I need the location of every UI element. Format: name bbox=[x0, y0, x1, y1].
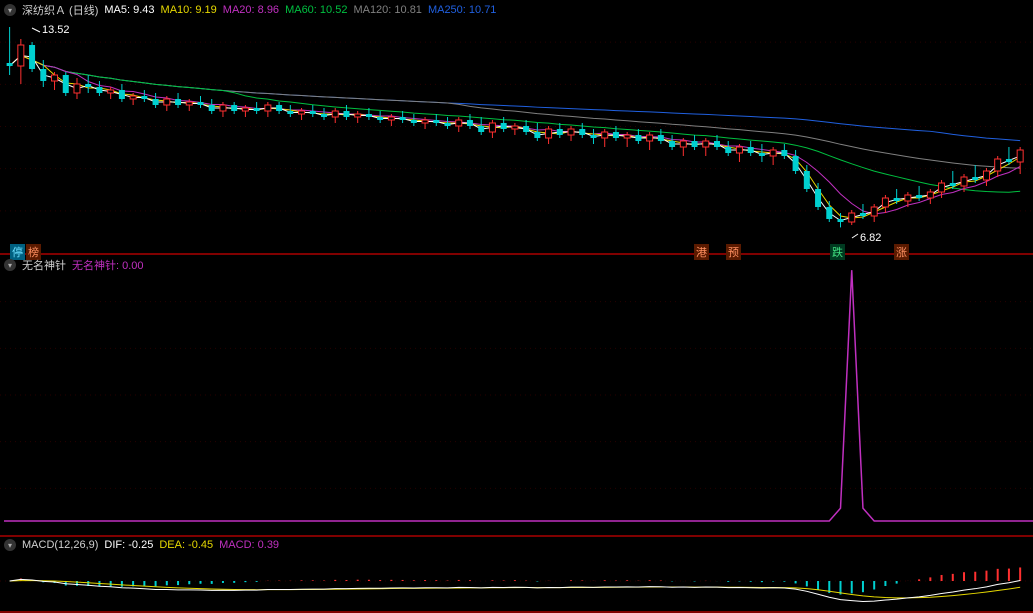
candlestick-chart[interactable] bbox=[0, 0, 1033, 255]
ma-label: MA5: 9.43 bbox=[104, 4, 154, 16]
macd-value: MACD: 0.39 bbox=[219, 539, 279, 551]
indicator1-title: 无名神针 bbox=[22, 257, 66, 273]
low-price-label: 6.82 bbox=[860, 232, 881, 244]
collapse-icon[interactable]: ▾ bbox=[4, 539, 16, 551]
collapse-icon[interactable]: ▾ bbox=[4, 4, 16, 16]
ma-label: MA60: 10.52 bbox=[285, 4, 347, 16]
indicator1-chart[interactable] bbox=[0, 255, 1033, 537]
macd-title: MACD(12,26,9) bbox=[22, 539, 98, 551]
ma-label: MA10: 9.19 bbox=[161, 4, 217, 16]
indicator1-header: ▾ 无名神针无名神针: 0.00 bbox=[4, 257, 144, 273]
collapse-icon[interactable]: ▾ bbox=[4, 259, 16, 271]
indicator1-value: 无名神针: 0.00 bbox=[72, 257, 144, 273]
main-chart-header: ▾ 深纺织Ａ (日线) MA5: 9.43 MA10: 9.19 MA20: 8.96 M… bbox=[4, 2, 496, 18]
ma-label: MA20: 8.96 bbox=[223, 4, 279, 16]
ma-label: MA120: 10.81 bbox=[353, 4, 422, 16]
ma-label: MA250: 10.71 bbox=[428, 4, 497, 16]
macd-header: ▾ MACD(12,26,9) DIF: -0.25 DEA: -0.45 MACD: … bbox=[4, 539, 279, 551]
macd-value: DEA: -0.45 bbox=[159, 539, 213, 551]
macd-value: DIF: -0.25 bbox=[104, 539, 153, 551]
chart-title: 深纺织Ａ (日线) bbox=[22, 2, 98, 18]
high-price-label: 13.52 bbox=[42, 24, 70, 36]
